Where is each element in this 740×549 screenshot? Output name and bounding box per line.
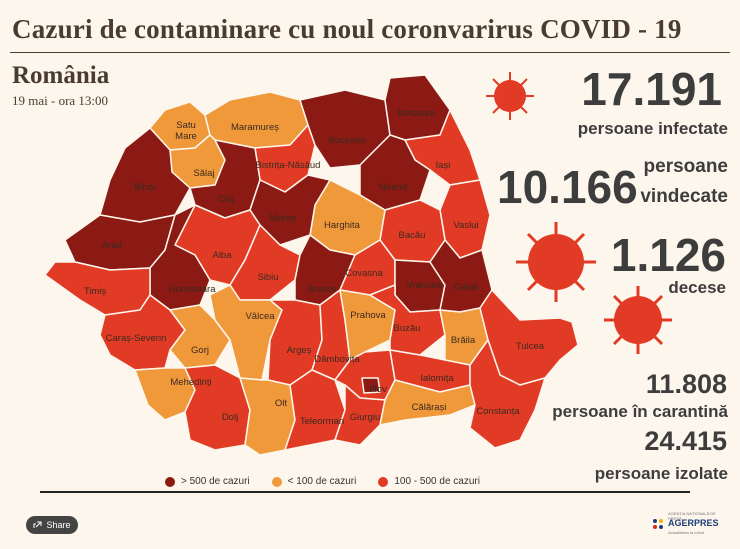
label-arges: Argeș — [287, 345, 312, 356]
county-maramures[interactable] — [204, 91, 309, 149]
share-icon — [33, 521, 42, 528]
label-salaj: Sălaj — [193, 168, 214, 179]
label-calarasi: Călărași — [412, 402, 447, 413]
deaths-label: decese — [668, 278, 726, 297]
agerpres-logo[interactable]: AGENȚIA NAȚIONALĂ DE PRESĂ AGERPRES Actu… — [650, 508, 720, 542]
legend-swatch-low — [271, 476, 282, 487]
label-maramures: Maramureș — [231, 122, 279, 133]
label-ilfov: Ilfov — [369, 384, 387, 395]
label-teleorman: Teleorman — [300, 416, 344, 427]
label-buzau: Buzău — [394, 323, 421, 334]
label-dolj: Dolj — [222, 412, 238, 423]
label-covasna: Covasna — [345, 268, 383, 279]
title-divider — [10, 52, 730, 53]
county-bucuresti[interactable] — [361, 377, 381, 394]
share-label: Share — [46, 520, 71, 530]
quarantine-label: persoane în carantină — [552, 402, 728, 421]
label-dambovita: Dâmbovița — [314, 354, 360, 365]
isolated-label: persoane izolate — [594, 464, 728, 483]
legend-label-high: > 500 de cazuri — [181, 476, 250, 487]
label-neamt: Neamț — [379, 182, 407, 193]
label-olt: Olt — [275, 398, 288, 409]
label-cluj: Cluj — [218, 194, 234, 205]
label-braila: Brăila — [451, 335, 476, 346]
recovered-count: 10.166 — [497, 161, 638, 213]
label-iasi: Iași — [436, 160, 451, 171]
label-bacau: Bacău — [399, 230, 426, 241]
isolated-count: 24.415 — [644, 426, 727, 456]
label-giurgiu: Giurgiu — [350, 412, 381, 423]
label-harghita: Harghita — [324, 220, 361, 231]
label-bihor: Bihor — [134, 182, 156, 193]
label-constanta: Constanța — [476, 406, 520, 417]
legend-swatch-mid — [378, 476, 389, 487]
label-alba: Alba — [212, 250, 232, 261]
label-mures: Mureș — [270, 213, 297, 224]
legend-item-low: < 100 de cazuri — [271, 476, 357, 487]
deaths-count: 1.126 — [610, 229, 726, 281]
label-brasov: Brașov — [307, 284, 337, 295]
label-arad: Arad — [102, 240, 122, 251]
share-button[interactable]: Share — [26, 516, 78, 534]
recovered-label-2: vindecate — [640, 186, 728, 207]
legend-label-low: < 100 de cazuri — [287, 476, 357, 487]
recovered-label-1: persoane — [643, 156, 728, 177]
agerpres-tagline-top: AGENȚIA NAȚIONALĂ DE PRESĂ — [668, 511, 716, 521]
agerpres-emblem-icon — [653, 519, 663, 529]
label-mehedinti: Mehedinți — [170, 377, 211, 388]
page-title: Cazuri de contaminare cu noul coronvarir… — [12, 14, 682, 44]
label-gorj: Gorj — [191, 345, 209, 356]
infected-count: 17.191 — [581, 63, 722, 115]
label-prahova: Prahova — [350, 310, 386, 321]
legend-label-mid: 100 - 500 de cazuri — [394, 476, 480, 487]
report-date: 19 mai - ora 13:00 — [12, 93, 109, 108]
label-vaslui: Vaslui — [453, 220, 478, 231]
legend-item-mid: 100 - 500 de cazuri — [378, 476, 480, 487]
virus-icon-medium — [604, 286, 672, 354]
label-valcea: Vâlcea — [245, 311, 275, 322]
label-bistrita: Bistrița-Năsăud — [256, 160, 321, 171]
label-suceava: Suceava — [329, 135, 367, 146]
county-dolj[interactable] — [184, 364, 251, 451]
county-constanta[interactable] — [469, 339, 546, 449]
footer-divider — [40, 491, 690, 493]
label-botosani: Botoșani — [398, 108, 435, 119]
label-vrancea: Vrancea — [406, 280, 442, 291]
infected-label: persoane infectate — [577, 119, 728, 138]
label-hunedoara: Hunedoara — [168, 284, 216, 295]
virus-icon-large — [516, 222, 596, 302]
agerpres-tagline-bottom: Actualitatea la minut — [668, 530, 705, 535]
map-legend: > 500 de cazuri < 100 de cazuri 100 - 50… — [165, 476, 480, 487]
legend-item-high: > 500 de cazuri — [165, 476, 250, 487]
quarantine-count: 11.808 — [645, 369, 727, 399]
label-timis: Timiș — [84, 286, 107, 297]
label-caras: Caraș-Severin — [106, 333, 167, 344]
label-tulcea: Tulcea — [516, 341, 545, 352]
country-name: România — [12, 62, 110, 89]
label-satu-mare: Satu Mare — [175, 120, 197, 142]
label-galati: Galați — [454, 282, 479, 293]
agerpres-name: AGERPRES — [668, 518, 719, 528]
label-sibiu: Sibiu — [257, 272, 278, 283]
virus-icon-small — [486, 72, 534, 120]
label-ialomita: Ialomița — [420, 373, 454, 384]
legend-swatch-high — [165, 476, 175, 487]
